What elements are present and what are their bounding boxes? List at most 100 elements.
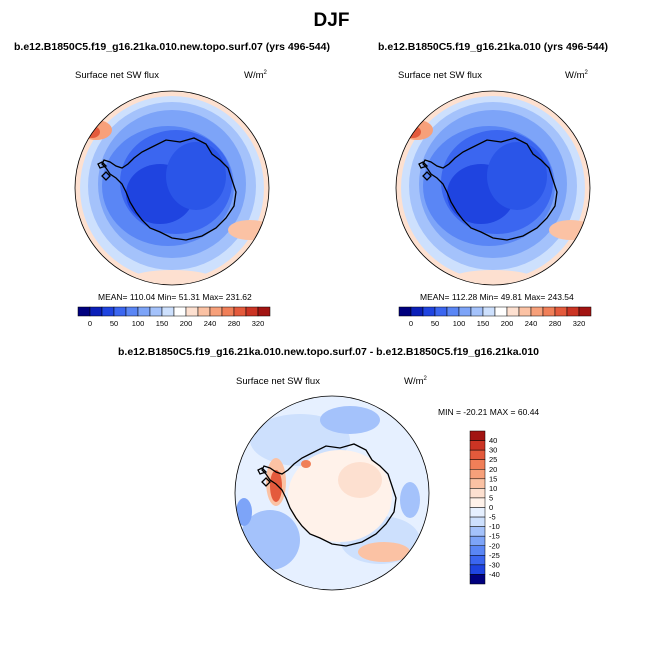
panel2-variable-label: Surface net SW flux [398, 70, 482, 81]
panel2-colorbar-tick-label: 320 [573, 319, 586, 328]
diff-colorbar-tick-label: -10 [489, 522, 500, 531]
diff-min-value: -20.21 [463, 407, 488, 417]
diff-colorbar-tick-label: 30 [489, 446, 497, 455]
panel2-colorbar: 0 50 100 150 200 240 280 320 [398, 306, 592, 328]
panel1-colorbar-swatch [173, 306, 187, 317]
panel2-colorbar-tick-label: 0 [409, 319, 413, 328]
panel2-map [395, 90, 591, 286]
panel1-stats: MEAN= 110.04 Min= 51.31 Max= 231.62 [98, 292, 252, 302]
diff-colorbar-tick-label: 20 [489, 465, 497, 474]
panel2-colorbar-swatch [578, 306, 592, 317]
diff-colorbar-tick-label: 0 [489, 503, 493, 512]
panel2-colorbar-tick-label: 200 [501, 319, 514, 328]
diff-max-label: MAX = [489, 407, 516, 417]
panel2-mean-value: 112.28 [451, 292, 478, 302]
panel1-mean-label: MEAN= [98, 292, 128, 302]
panel2-max-value: 243.54 [547, 292, 574, 302]
panel1-min-label: Min= [157, 292, 177, 302]
panel1-colorbar-swatch [161, 306, 175, 317]
panel1-title: b.e12.B1850C5.f19_g16.21ka.010.new.topo.… [14, 41, 330, 53]
diff-colorbar-swatch [469, 449, 486, 460]
diff-units-exp: 2 [423, 376, 427, 382]
diff-colorbar-swatch [469, 526, 486, 537]
panel1-min-value: 51.31 [178, 292, 200, 302]
panel1-colorbar-swatch [257, 306, 271, 317]
panel1-mean-value: 110.04 [129, 292, 156, 302]
panel2-colorbar-swatch [470, 306, 484, 317]
panel2-colorbar-swatch [458, 306, 472, 317]
diff-colorbar-tick-label: 40 [489, 436, 497, 445]
panel2-min-value: 49.81 [500, 292, 522, 302]
diff-colorbar-tick-label: 15 [489, 474, 497, 483]
figure-title: DJF [313, 10, 350, 31]
diff-colorbar-tick-label: 10 [489, 484, 497, 493]
diff-colorbar-swatch [469, 555, 486, 566]
panel2-colorbar-tick-label: 150 [477, 319, 490, 328]
panel2-colorbar-swatch [446, 306, 460, 317]
diff-colorbar-swatch [469, 535, 486, 546]
diff-min-label: MIN = [438, 407, 461, 417]
panel1-map [74, 90, 270, 286]
panel2-colorbar-swatch [542, 306, 556, 317]
panel1-max-value: 231.62 [225, 292, 252, 302]
panel2-colorbar-swatch [506, 306, 520, 317]
panel1-colorbar-swatch [209, 306, 223, 317]
panel1-colorbar-swatch [245, 306, 259, 317]
panel1-units-base: W/m [244, 70, 264, 82]
diff-colorbar-tick-label: -25 [489, 551, 500, 560]
diff-colorbar-tick-label: -40 [489, 570, 500, 579]
diff-colorbar-swatch [469, 469, 486, 480]
panel1-colorbar-swatch [101, 306, 115, 317]
panel1-colorbar-tick-label: 0 [88, 319, 92, 328]
diff-colorbar-swatch [469, 516, 486, 527]
panel2-units-exp: 2 [584, 70, 588, 76]
panel2-colorbar-tick-label: 100 [453, 319, 466, 328]
panel2-units-label: W/m2 [565, 70, 588, 81]
diff-colorbar-swatch [469, 545, 486, 556]
diff-colorbar-tick-label: -20 [489, 541, 500, 550]
panel1-colorbar-swatch [221, 306, 235, 317]
diff-colorbar-swatch [469, 564, 486, 575]
diff-stats: MIN = -20.21 MAX = 60.44 [438, 407, 539, 417]
panel2-colorbar-swatch [554, 306, 568, 317]
panel1-units-exp: 2 [263, 70, 267, 76]
panel2-stats: MEAN= 112.28 Min= 49.81 Max= 243.54 [420, 292, 574, 302]
panel1-colorbar-tick-label: 100 [132, 319, 145, 328]
panel1-colorbar-tick-label: 150 [156, 319, 169, 328]
diff-title: b.e12.B1850C5.f19_g16.21ka.010.new.topo.… [118, 346, 540, 358]
panel1-colorbar-swatch [89, 306, 103, 317]
panel2-colorbar-swatch [494, 306, 508, 317]
panel1-colorbar-swatch [125, 306, 139, 317]
panel2-colorbar-swatch [530, 306, 544, 317]
panel1-colorbar-swatch [185, 306, 199, 317]
panel1-colorbar-swatch [137, 306, 151, 317]
panel1-units-label: W/m2 [244, 70, 267, 81]
diff-colorbar-swatch [469, 478, 486, 489]
diff-units-label: W/m2 [404, 376, 427, 387]
diff-colorbar-swatch [469, 440, 486, 451]
diff-colorbar-tick-label: -5 [489, 513, 496, 522]
panel1-colorbar: 0 50 100 150 200 240 280 320 [77, 306, 271, 328]
panel2-colorbar-tick-label: 240 [525, 319, 538, 328]
diff-colorbar-swatch [469, 574, 486, 585]
diff-variable-label: Surface net SW flux [236, 376, 320, 387]
panel1-colorbar-tick-label: 280 [228, 319, 241, 328]
panel2-colorbar-swatch [410, 306, 424, 317]
diff-map [234, 395, 430, 591]
panel1-colorbar-tick-label: 50 [110, 319, 118, 328]
panel2-colorbar-swatch [422, 306, 436, 317]
panel1-colorbar-swatch [77, 306, 91, 317]
panel2-colorbar-tick-label: 50 [431, 319, 439, 328]
panel1-colorbar-swatch [197, 306, 211, 317]
panel1-colorbar-swatch [113, 306, 127, 317]
diff-colorbar-tick-label: -15 [489, 532, 500, 541]
diff-units-base: W/m [404, 376, 424, 388]
panel1-max-label: Max= [202, 292, 224, 302]
panel1-colorbar-tick-label: 240 [204, 319, 217, 328]
panel1-colorbar-swatch [233, 306, 247, 317]
diff-colorbar-tick-label: 5 [489, 493, 493, 502]
diff-max-value: 60.44 [517, 407, 540, 417]
panel2-units-base: W/m [565, 70, 585, 82]
